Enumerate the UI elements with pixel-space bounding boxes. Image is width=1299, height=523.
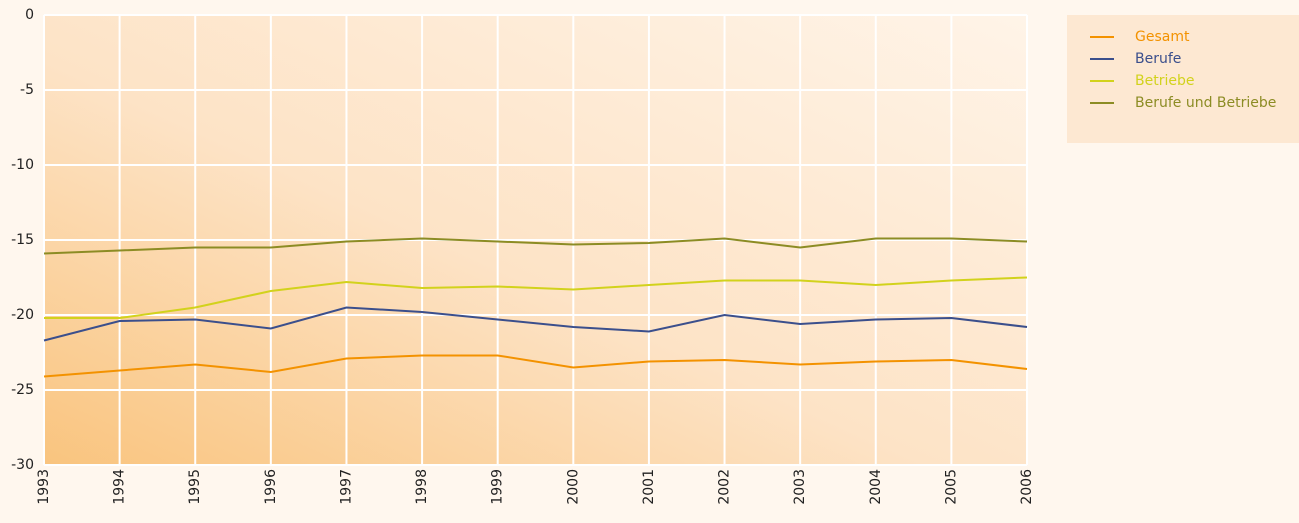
x-tick-label: 2001: [641, 469, 657, 505]
x-tick-label: 2000: [565, 469, 581, 505]
y-tick-label: -20: [11, 307, 34, 323]
y-tick-label: -5: [20, 82, 34, 98]
y-tick-label: 0: [25, 7, 34, 23]
x-tick-label: 1994: [112, 469, 128, 505]
x-tick-label: 1995: [187, 469, 203, 505]
y-tick-label: -15: [11, 232, 34, 248]
x-tick-label: 2005: [943, 469, 959, 505]
x-tick-label: 1993: [36, 469, 52, 505]
x-tick-label: 1999: [490, 469, 506, 505]
x-tick-label: 2004: [868, 469, 884, 505]
legend-label: Berufe: [1135, 51, 1181, 67]
series-line: [43, 306, 1028, 342]
legend-label: Gesamt: [1135, 29, 1190, 45]
x-tick-label: 1996: [263, 469, 279, 505]
series-line: [43, 237, 1028, 255]
series-line: [44, 276, 1028, 319]
legend-label: Betriebe: [1135, 73, 1194, 89]
x-tick-label: 2002: [717, 469, 733, 505]
y-tick-label: -25: [11, 382, 34, 398]
y-tick-label: -30: [11, 457, 34, 473]
x-tick-label: 2006: [1019, 469, 1035, 505]
legend-label: Berufe und Betriebe: [1135, 95, 1276, 111]
x-tick-label: 2003: [792, 469, 808, 505]
y-tick-label: -10: [11, 157, 34, 173]
x-tick-label: 1998: [414, 469, 430, 505]
series-line: [43, 354, 1028, 378]
x-tick-label: 1997: [338, 469, 354, 505]
